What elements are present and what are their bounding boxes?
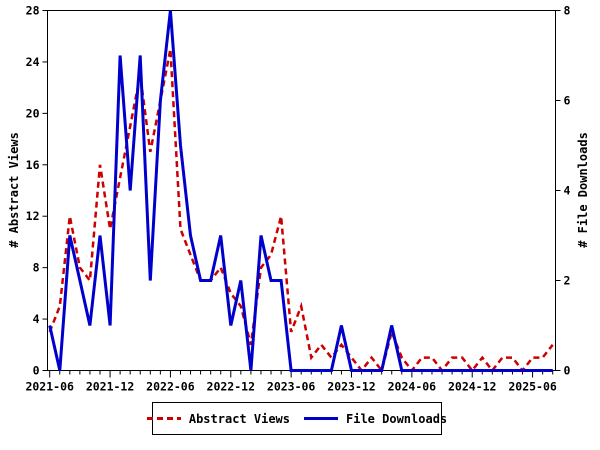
legend-item-abstract-views: Abstract Views <box>146 411 290 426</box>
right-axis-tick-label: 4 <box>564 184 571 198</box>
left-axis-tick-label: 0 <box>33 364 40 378</box>
left-axis-tick-label: 28 <box>26 4 40 18</box>
abstract-views-line-swatch <box>146 417 181 420</box>
left-axis-tick-label: 4 <box>33 312 40 326</box>
legend-item-file-downloads: File Downloads <box>304 412 447 426</box>
x-tick-label-2024-06: 2024-06 <box>388 380 437 394</box>
series-line-file-downloads <box>48 10 553 372</box>
left-axis-tick-label: 12 <box>26 209 40 223</box>
right-axis-tick-label: 0 <box>564 364 571 378</box>
x-tick-label-2023-12: 2023-12 <box>327 380 375 394</box>
x-tick-label-2022-06: 2022-06 <box>146 380 195 394</box>
left-axis-tick-label: 16 <box>26 158 40 172</box>
left-axis-tick-label: 8 <box>33 261 40 275</box>
series-line-abstract-views <box>48 48 554 374</box>
plot-border <box>47 10 556 371</box>
left-axis-tick-label: 20 <box>26 106 40 120</box>
left-axis-tick-label: 24 <box>26 55 40 69</box>
x-tick-label-2023-06: 2023-06 <box>267 380 316 394</box>
legend: Abstract Views File Downloads <box>146 402 447 435</box>
x-tick-label-2024-12: 2024-12 <box>448 380 496 394</box>
x-tick-label-2021-06: 2021-06 <box>25 380 74 394</box>
legend-label-abstract-views: Abstract Views <box>188 411 290 426</box>
right-axis-title: # File Downloads <box>576 132 590 248</box>
left-axis-title: # Abstract Views <box>7 132 21 248</box>
right-axis-tick-label: 8 <box>564 4 571 18</box>
right-axis-tick-label: 2 <box>564 274 571 288</box>
right-axis-tick-label: 6 <box>564 94 571 108</box>
x-tick-label-2025-06: 2025-06 <box>508 380 557 394</box>
x-tick-label-2022-12: 2022-12 <box>207 380 255 394</box>
file-downloads-line-swatch <box>304 417 338 420</box>
x-tick-label-2021-12: 2021-12 <box>86 380 134 394</box>
legend-label-file-downloads: File Downloads <box>346 411 448 426</box>
